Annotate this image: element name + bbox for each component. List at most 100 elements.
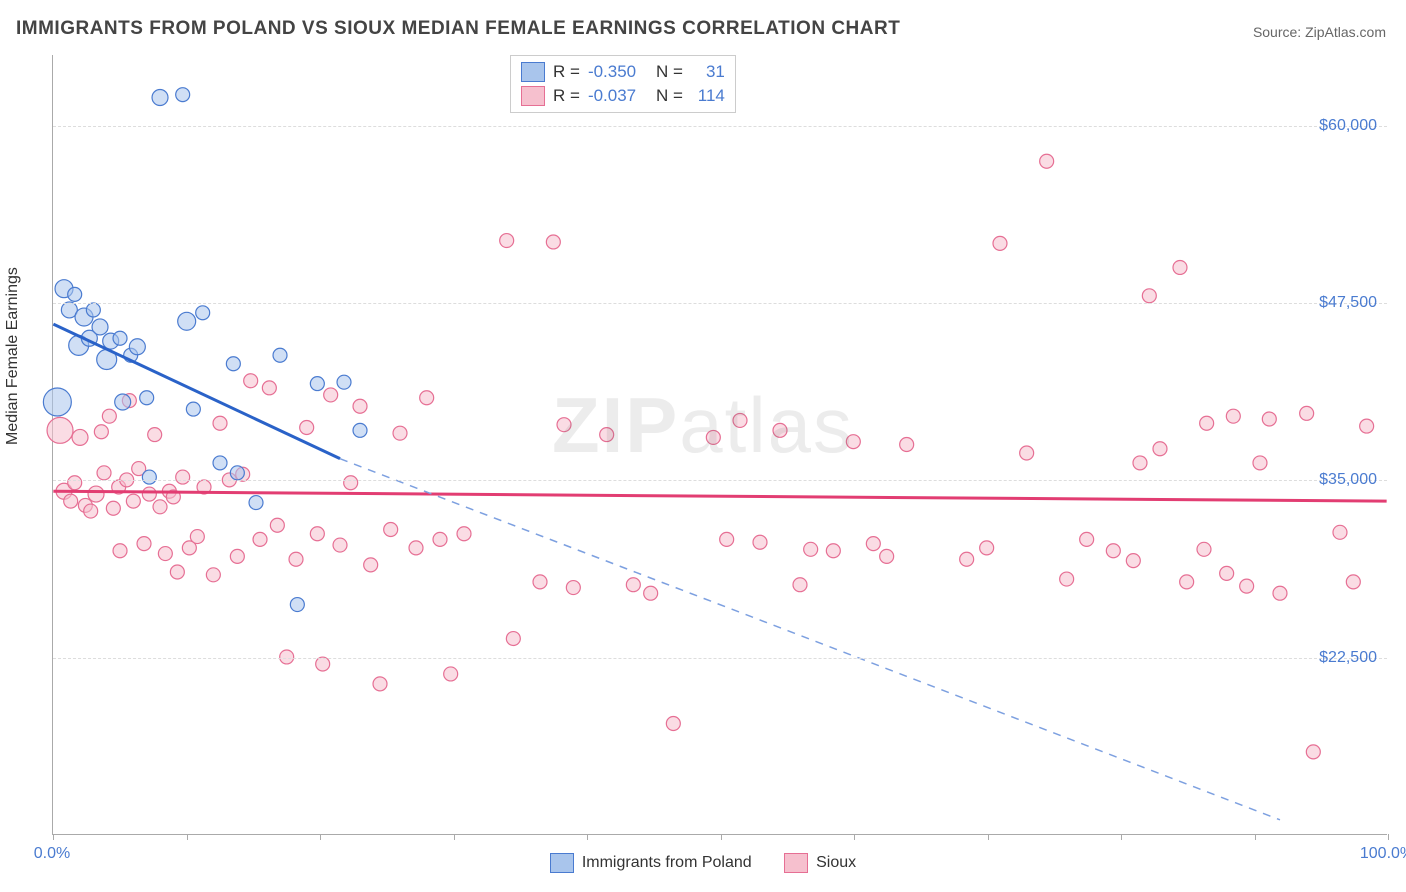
xtick [988,834,989,840]
data-point [733,413,747,427]
n-label-1: N = [656,84,683,108]
data-point [1226,409,1240,423]
data-point [176,88,190,102]
xtick [854,834,855,840]
data-point [533,575,547,589]
data-point [97,466,111,480]
xtick [454,834,455,840]
data-point [324,388,338,402]
data-point [826,544,840,558]
data-point [344,476,358,490]
data-point [47,417,73,443]
n-value-1: 114 [691,84,725,108]
ytick-label: $35,000 [1319,471,1377,489]
xtick [320,834,321,840]
data-point [249,496,263,510]
ytick-label: $22,500 [1319,649,1377,667]
data-point [846,435,860,449]
data-point [316,657,330,671]
r-label-0: R = [553,60,580,84]
data-point [880,549,894,563]
data-point [1200,416,1214,430]
data-point [176,470,190,484]
legend-row-sioux: R = -0.037 N = 114 [521,84,725,108]
y-axis-label: Median Female Earnings [4,267,22,445]
data-point [68,287,82,301]
gridline [53,658,1387,659]
data-point [213,416,227,430]
data-point [1173,260,1187,274]
trendline-poland-dashed [340,459,1280,820]
data-point [960,552,974,566]
data-point [106,501,120,515]
data-point [140,391,154,405]
data-point [506,632,520,646]
data-point [1142,289,1156,303]
data-point [244,374,258,388]
data-point [148,428,162,442]
data-point [170,565,184,579]
data-point [706,430,720,444]
chart-title: IMMIGRANTS FROM POLAND VS SIOUX MEDIAN F… [16,18,900,40]
xtick [587,834,588,840]
data-point [94,425,108,439]
data-point [213,456,227,470]
data-point [72,429,88,445]
trendline-poland-solid [53,324,340,459]
data-point [137,537,151,551]
data-point [900,438,914,452]
swatch-poland [521,62,545,82]
gridline [53,480,1387,481]
data-point [86,303,100,317]
data-point [289,552,303,566]
data-point [444,667,458,681]
n-value-0: 31 [691,60,725,84]
r-label-1: R = [553,84,580,108]
data-point [113,544,127,558]
data-point [557,418,571,432]
data-point [310,377,324,391]
data-point [1300,406,1314,420]
xtick [1388,834,1389,840]
data-point [64,494,78,508]
swatch-sioux [521,86,545,106]
data-point [92,319,108,335]
data-point [1020,446,1034,460]
data-point [1253,456,1267,470]
data-point [290,598,304,612]
xtick-label-left: 0.0% [34,845,70,863]
data-point [262,381,276,395]
data-point [1360,419,1374,433]
data-point [1262,412,1276,426]
source-attribution: Source: ZipAtlas.com [1253,24,1386,40]
gridline [53,303,1387,304]
data-point [230,466,244,480]
legend-label-sioux: Sioux [816,854,856,872]
data-point [566,581,580,595]
scatter-svg [53,55,1387,834]
xtick-label-right: 100.0% [1360,845,1406,863]
data-point [333,538,347,552]
data-point [142,470,156,484]
data-point [1133,456,1147,470]
data-point [158,547,172,561]
r-value-0: -0.350 [588,60,648,84]
series-legend: Immigrants from Poland Sioux [0,853,1406,878]
data-point [113,331,127,345]
xtick [1255,834,1256,840]
data-point [546,235,560,249]
n-label-0: N = [656,60,683,84]
legend-row-poland: R = -0.350 N = 31 [521,60,725,84]
data-point [1080,532,1094,546]
data-point [300,421,314,435]
data-point [196,306,210,320]
data-point [43,388,71,416]
data-point [364,558,378,572]
data-point [384,522,398,536]
legend-item-sioux: Sioux [784,853,856,873]
data-point [720,532,734,546]
xtick [53,834,54,840]
data-point [644,586,658,600]
data-point [1040,154,1054,168]
data-point [373,677,387,691]
